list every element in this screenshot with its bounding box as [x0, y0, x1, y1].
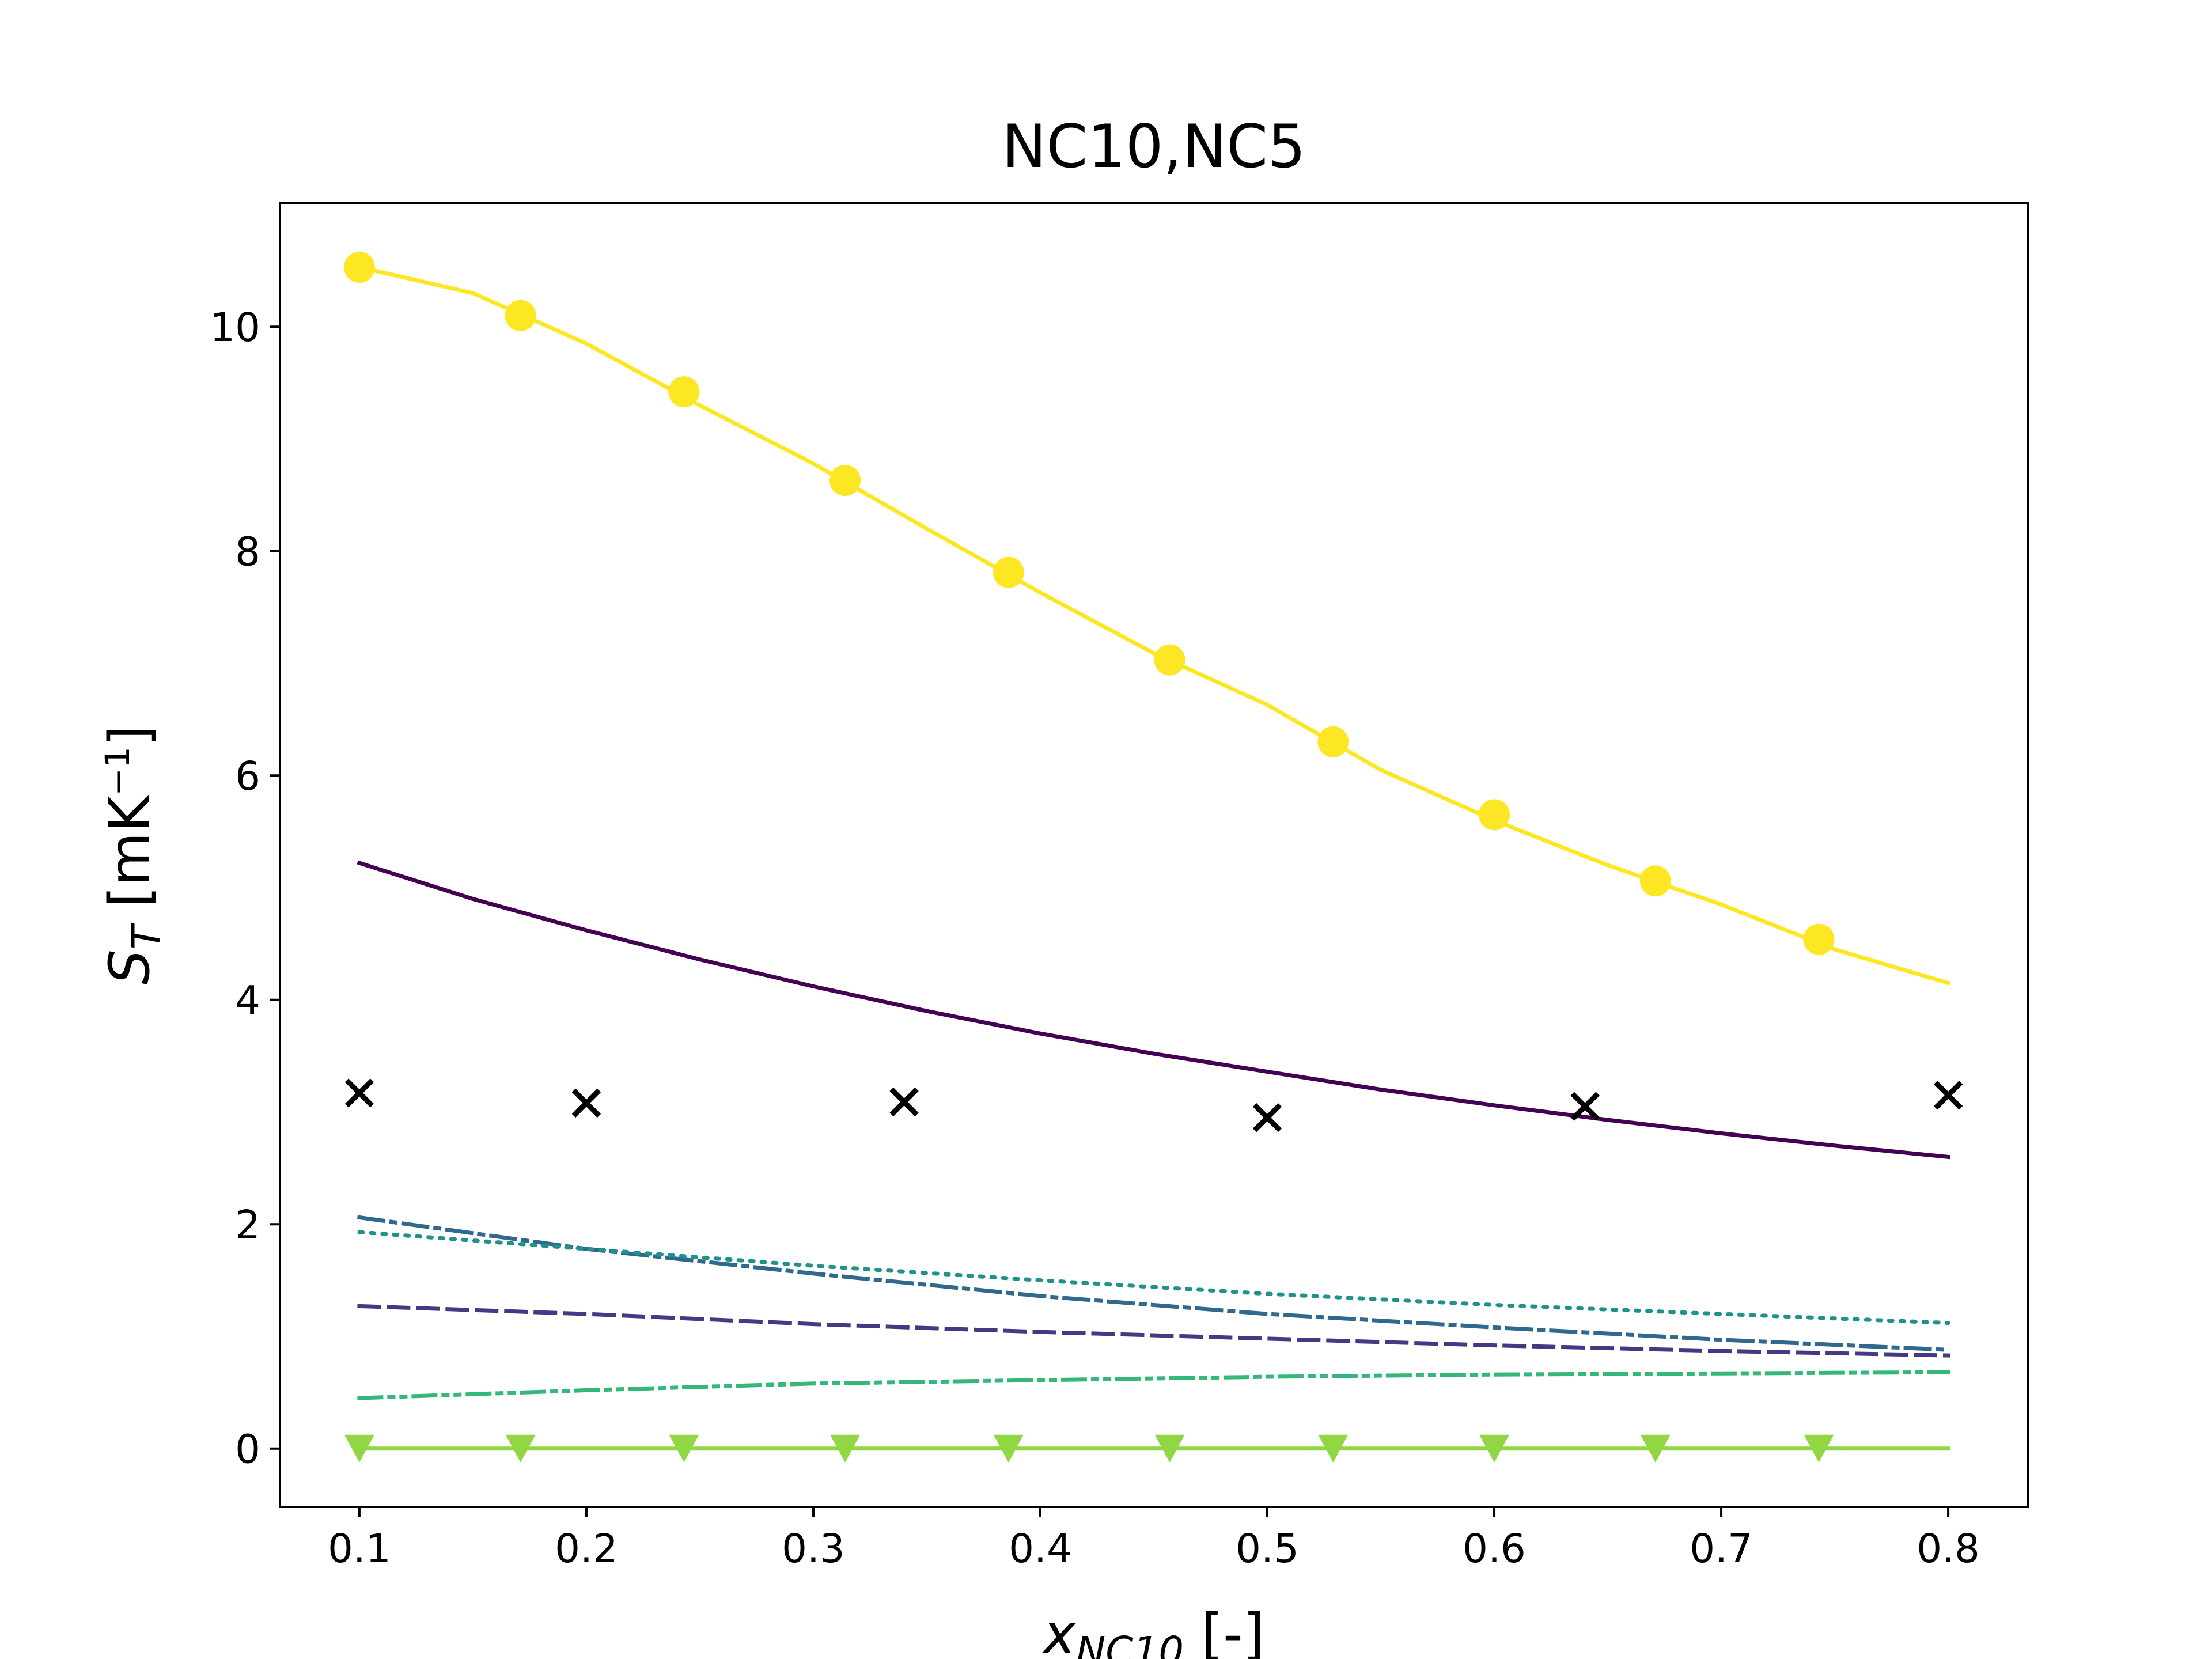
x-axis-ticks: 0.1 0.2 0.3 0.4 0.5 0.6 0.7 0.8	[328, 1507, 1980, 1572]
x-tick-label: 0.7	[1690, 1526, 1753, 1572]
plot-area	[343, 252, 1963, 1463]
series-7-marker	[993, 1434, 1024, 1463]
series-1-marker	[1154, 644, 1185, 676]
y-tick-label: 4	[235, 978, 260, 1024]
series-7-marker	[505, 1434, 536, 1463]
y-tick-label: 6	[235, 753, 260, 800]
x-tick-label: 0.8	[1916, 1526, 1980, 1572]
y-axis-subscript: T	[124, 922, 170, 949]
series-7-marker	[1804, 1434, 1834, 1463]
axes-frame	[279, 202, 2029, 1508]
scatter-point-x	[889, 1087, 919, 1117]
y-axis-unit-exponent: −1	[98, 747, 137, 796]
series-1-marker	[668, 376, 700, 408]
series-1-marker	[505, 300, 536, 331]
series-7-marker	[830, 1434, 861, 1463]
series-7-marker	[1318, 1434, 1349, 1463]
y-tick-label: 2	[235, 1202, 260, 1248]
series-1-marker	[1803, 923, 1835, 955]
scatter-point-x	[1570, 1092, 1600, 1121]
series-1-marker	[1317, 726, 1349, 757]
series-line-1	[357, 264, 1951, 986]
x-tick-label: 0.1	[328, 1526, 391, 1572]
series-line-4	[357, 1230, 1950, 1325]
x-axis-label: xNC10 [-]	[1041, 1602, 1264, 1659]
y-axis-unit-suffix: ]	[97, 725, 162, 747]
scatter-point-x	[1933, 1081, 1963, 1110]
chart-title: NC10,NC5	[1002, 112, 1305, 181]
x-tick-label: 0.5	[1236, 1526, 1299, 1572]
x-tick-label: 0.3	[782, 1526, 845, 1572]
scatter-point-x	[344, 1078, 374, 1108]
x-tick-label: 0.4	[1009, 1526, 1072, 1572]
series-line-3	[357, 1215, 1950, 1352]
x-tick-label: 0.6	[1463, 1526, 1526, 1572]
series-7-marker	[1479, 1434, 1509, 1463]
x-axis-suffix: [-]	[1184, 1602, 1264, 1659]
y-axis-label: ST [mK−1]	[97, 725, 170, 984]
series-1-marker	[993, 556, 1024, 588]
y-tick-label: 0	[235, 1427, 260, 1473]
scatter-point-x	[1252, 1103, 1282, 1132]
series-line-5	[357, 1304, 1950, 1358]
series-line-2	[357, 860, 1950, 1160]
series-1-marker	[1479, 799, 1510, 831]
y-tick-label: 10	[210, 305, 260, 351]
y-tick-label: 8	[235, 529, 260, 575]
scatter-point-x	[571, 1088, 601, 1118]
series-1-marker	[343, 252, 375, 283]
series-line-6	[357, 1370, 1950, 1400]
series-1-marker	[830, 465, 861, 497]
y-axis-symbol: S	[97, 949, 162, 984]
series-7-marker	[669, 1434, 699, 1463]
x-axis-subscript: NC10	[1076, 1628, 1184, 1659]
x-tick-label: 0.2	[555, 1526, 618, 1572]
series-7-marker	[1640, 1434, 1671, 1463]
x-axis-symbol: x	[1041, 1602, 1077, 1659]
series-7-marker	[344, 1434, 374, 1463]
y-axis-unit-prefix: [mK	[97, 795, 162, 925]
series-1-marker	[1639, 865, 1671, 897]
y-axis-ticks: 0 2 4 6 8 10	[210, 305, 280, 1473]
series-7-marker	[1154, 1434, 1185, 1463]
